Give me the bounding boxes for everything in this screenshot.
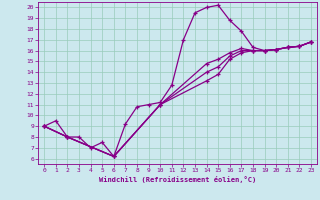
X-axis label: Windchill (Refroidissement éolien,°C): Windchill (Refroidissement éolien,°C) (99, 176, 256, 183)
